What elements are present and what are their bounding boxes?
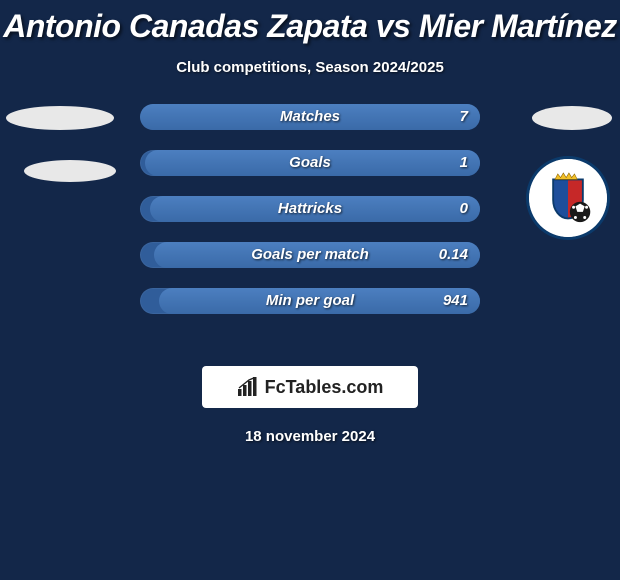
player2-placeholder-oval	[532, 106, 612, 130]
stat-bar-label: Goals	[140, 150, 480, 176]
stat-bar-value: 0.14	[439, 242, 468, 268]
comparison-stage: Matches7Goals1Hattricks0Goals per match0…	[0, 104, 620, 354]
placeholder-oval-icon	[532, 106, 612, 130]
club-logo-huesca	[526, 156, 610, 240]
datestamp: 18 november 2024	[0, 428, 620, 445]
stat-bar-value: 1	[460, 150, 468, 176]
stat-bar: Goals1	[140, 150, 480, 176]
subtitle: Club competitions, Season 2024/2025	[0, 59, 620, 76]
stat-bar: Hattricks0	[140, 196, 480, 222]
title-row: Antonio Canadas Zapata vs Mier Martínez	[0, 0, 620, 45]
player1-placeholder-oval-2	[24, 160, 116, 182]
stat-bar: Matches7	[140, 104, 480, 130]
player1-placeholder-oval-1	[6, 106, 114, 130]
stat-bar: Min per goal941	[140, 288, 480, 314]
stat-bar: Goals per match0.14	[140, 242, 480, 268]
page-title: Antonio Canadas Zapata vs Mier Martínez	[3, 8, 617, 45]
bar-chart-icon	[237, 377, 259, 397]
brand-text: FcTables.com	[265, 377, 384, 398]
stat-bar-label: Min per goal	[140, 288, 480, 314]
brand-box: FcTables.com	[202, 366, 418, 408]
stat-bar-value: 0	[460, 196, 468, 222]
stat-bars: Matches7Goals1Hattricks0Goals per match0…	[140, 104, 480, 334]
stat-bar-label: Hattricks	[140, 196, 480, 222]
stat-bar-value: 7	[460, 104, 468, 130]
stat-bar-label: Matches	[140, 104, 480, 130]
shield-icon	[529, 159, 607, 237]
stat-bar-value: 941	[443, 288, 468, 314]
vs-label: vs	[376, 8, 411, 44]
player2-name: Mier Martínez	[419, 8, 617, 44]
player1-name: Antonio Canadas Zapata	[3, 8, 367, 44]
stat-bar-label: Goals per match	[140, 242, 480, 268]
